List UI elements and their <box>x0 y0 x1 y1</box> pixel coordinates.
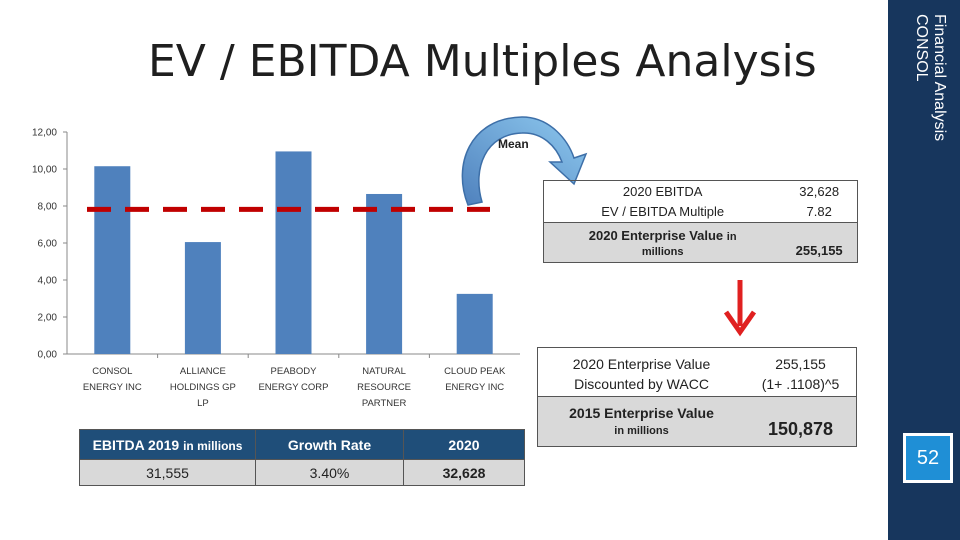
table-cell: (1+ .1108)^5 <box>761 375 840 392</box>
table-cell: 2020 Enterprise Value <box>572 356 711 372</box>
table-cell: 32,628 <box>403 459 525 486</box>
table-row-total: 2020 Enterprise Value in millions 255,15… <box>543 222 858 263</box>
x-tick-label: PARTNER <box>362 398 407 409</box>
curved-arrow-icon <box>461 116 588 206</box>
x-tick-label: RESOURCE <box>357 382 411 393</box>
sidebar-caption: Financial Analysis CONSOL <box>898 14 948 184</box>
table-cell: 3.40% <box>255 459 404 486</box>
growth-table: EBITDA 2019 in millions Growth Rate 2020… <box>79 429 525 486</box>
table-row: 31,555 3.40% 32,628 <box>79 459 525 486</box>
x-tick-label: NATURAL <box>362 366 406 377</box>
x-tick-label: CLOUD PEAK <box>444 366 506 377</box>
table-cell: 31,555 <box>79 459 256 486</box>
total-label-main: 2020 Enterprise Value <box>588 227 724 243</box>
x-tick-label: PEABODY <box>271 366 318 377</box>
column-header: Growth Rate <box>255 429 404 460</box>
total-label-main: 2015 Enterprise Value <box>569 405 714 421</box>
y-tick-label: 10,00 <box>32 165 57 176</box>
ev-table: 2020 EBITDA 32,628 EV / EBITDA Multiple … <box>543 180 858 263</box>
y-tick-label: 4,00 <box>38 276 58 287</box>
total-label-millions: millions <box>641 245 684 258</box>
column-header-unit: in millions <box>183 438 243 453</box>
table-cell: 255,155 <box>775 356 826 372</box>
y-tick-label: 0,00 <box>38 350 58 361</box>
table-cell: 7.82 <box>806 204 832 220</box>
table-header-row: EBITDA 2019 in millions Growth Rate 2020 <box>79 429 525 460</box>
x-tick-label: HOLDINGS GP <box>170 382 236 393</box>
y-tick-label: 8,00 <box>38 202 58 213</box>
chart-bar <box>275 151 312 354</box>
table-row: Discounted by WACC (1+ .1108)^5 <box>538 372 857 396</box>
x-tick-label: ENERGY INC <box>83 382 142 393</box>
table-cell: 32,628 <box>799 183 840 199</box>
total-label: 2020 Enterprise Value in millions <box>543 222 782 263</box>
total-label-in: in <box>726 230 737 243</box>
x-tick-label: ENERGY INC <box>445 382 504 393</box>
table-cell: EV / EBITDA Multiple <box>601 204 725 220</box>
total-value: 150,878 <box>745 395 857 446</box>
y-tick-label: 2,00 <box>38 313 58 324</box>
chart-bar <box>94 166 131 354</box>
table-cell: 2020 EBITDA <box>622 183 703 199</box>
down-arrow-icon <box>723 280 757 337</box>
chart-bar <box>184 242 221 354</box>
table-cell: Discounted by WACC <box>574 375 709 392</box>
chart-bar <box>366 193 403 354</box>
column-header: 2020 <box>403 429 525 460</box>
discount-table: 2020 Enterprise Value 255,155 Discounted… <box>537 347 857 447</box>
x-tick-label: ALLIANCE <box>180 366 226 377</box>
page-number-badge: 52 <box>903 433 953 483</box>
x-tick-label: ENERGY CORP <box>258 382 328 393</box>
y-tick-label: 6,00 <box>38 239 58 250</box>
total-label: 2015 Enterprise Value in millions <box>537 395 746 446</box>
table-row: 2020 Enterprise Value 255,155 <box>538 348 857 372</box>
column-header: EBITDA 2019 in millions <box>79 429 256 460</box>
total-value: 255,155 <box>781 222 858 263</box>
table-row-total: 2015 Enterprise Value in millions 150,87… <box>537 395 857 446</box>
y-tick-label: 12,00 <box>32 128 57 139</box>
column-header-main: EBITDA 2019 <box>92 436 180 453</box>
sidebar-line1: Financial Analysis <box>931 14 948 142</box>
mean-label: Mean <box>498 137 529 151</box>
table-row: 2020 EBITDA 32,628 <box>544 181 858 202</box>
chart-bar <box>456 293 493 354</box>
slide-title: EV / EBITDA Multiples Analysis <box>148 36 817 87</box>
bar-chart: 0,00 2,00 4,00 6,00 8,00 10,00 12,00 CONSOL ENER… <box>32 128 520 409</box>
x-tick-label: CONSOL <box>92 366 132 377</box>
total-label-millions: in millions <box>614 425 669 437</box>
x-tick-label: LP <box>197 398 209 409</box>
table-row: EV / EBITDA Multiple 7.82 <box>544 202 858 223</box>
sidebar-line2: CONSOL <box>913 14 930 82</box>
